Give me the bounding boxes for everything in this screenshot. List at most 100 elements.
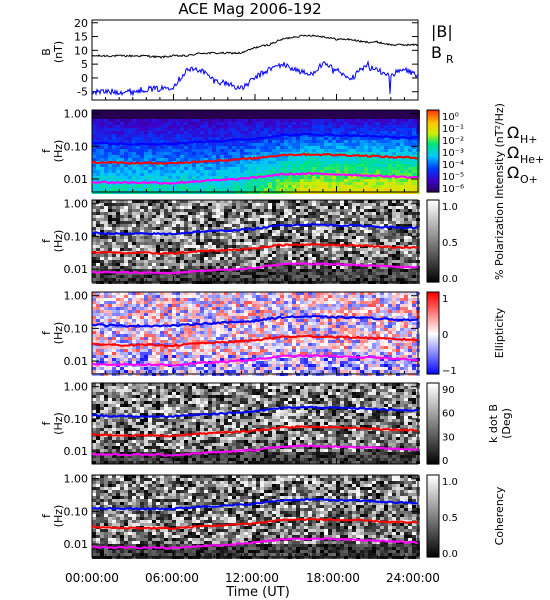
spectrogram-cell — [264, 257, 268, 260]
spectrogram-cell — [240, 170, 244, 173]
spectrogram-cell — [404, 146, 408, 149]
spectrogram-cell — [292, 278, 296, 281]
spectrogram-cell — [160, 137, 164, 140]
spectrogram-cell — [356, 221, 360, 224]
spectrogram-cell — [132, 134, 136, 137]
spectrogram-cell — [328, 272, 332, 275]
spectrogram-cell — [140, 134, 144, 137]
spectrogram-cell — [236, 275, 240, 278]
spectrogram-cell — [276, 254, 280, 257]
spectrogram-cell — [136, 221, 140, 224]
spectrogram-cell — [160, 236, 164, 239]
spectrogram-cell — [348, 251, 352, 254]
spectrogram-cell — [92, 313, 96, 316]
spectrogram-cell — [344, 230, 348, 233]
spectrogram-cell — [128, 122, 132, 125]
spectrogram-cell — [132, 203, 136, 206]
spectrogram-cell — [120, 173, 124, 176]
spectrogram-cell — [408, 173, 412, 176]
spectrogram-cell — [240, 113, 244, 116]
spectrogram-cell — [224, 272, 228, 275]
spectrogram-cell — [316, 233, 320, 236]
spectrogram-cell — [256, 170, 260, 173]
spectrogram-cell — [184, 152, 188, 155]
spectrogram-cell — [124, 173, 128, 176]
spectrogram-cell — [368, 236, 372, 239]
spectrogram-cell — [328, 233, 332, 236]
spectrogram-cell — [112, 146, 116, 149]
spectrogram-cell — [296, 158, 300, 161]
spectrogram-cell — [228, 149, 232, 152]
spectrogram-cell — [336, 167, 340, 170]
spectrogram-cell — [116, 370, 120, 373]
spectrogram-cell — [228, 182, 232, 185]
spectrogram-cell — [92, 128, 96, 131]
spectrogram-cell — [252, 209, 256, 212]
spectrogram-cell — [360, 158, 364, 161]
spectrogram-cell — [372, 161, 376, 164]
spectrogram-cell — [308, 179, 312, 182]
spectrogram-cell — [104, 170, 108, 173]
spectrogram-cell — [384, 266, 388, 269]
spectrogram-cell — [296, 227, 300, 230]
spectrogram-cell — [164, 266, 168, 269]
spectrogram-cell — [336, 185, 340, 188]
spectrogram-cell — [228, 239, 232, 242]
spectrogram-cell — [136, 278, 140, 281]
spectrogram-cell — [212, 185, 216, 188]
spectrogram-cell — [412, 116, 416, 119]
spectrogram-cell — [264, 254, 268, 257]
spectrogram-cell — [368, 272, 372, 275]
spectrogram-cell — [128, 218, 132, 221]
spectrogram-cell — [136, 227, 140, 230]
spectrogram-cell — [224, 167, 228, 170]
spectrogram-cell — [272, 128, 276, 131]
spectrogram-cell — [316, 125, 320, 128]
spectrogram-cell — [232, 182, 236, 185]
spectrogram-cell — [336, 245, 340, 248]
spectrogram-cell — [224, 218, 228, 221]
spectrogram-cell — [244, 173, 248, 176]
spectrogram-cell — [328, 245, 332, 248]
spectrogram-cell — [100, 334, 104, 337]
spectrogram-cell — [212, 260, 216, 263]
spectrogram-cell — [204, 209, 208, 212]
spectrogram-cell — [220, 212, 224, 215]
spectrogram-cell — [404, 149, 408, 152]
colorbar-cell — [427, 165, 439, 168]
spectrogram-cell — [340, 128, 344, 131]
spectrogram-cell — [244, 206, 248, 209]
spectrogram-cell — [228, 278, 232, 281]
spectrogram-cell — [180, 119, 184, 122]
spectrogram-cell — [96, 316, 100, 319]
spectrogram-cell — [340, 140, 344, 143]
spectrogram-cell — [188, 116, 192, 119]
spectrogram-cell — [316, 149, 320, 152]
spectrogram-cell — [288, 278, 292, 281]
spectrogram-cell — [244, 236, 248, 239]
spectrogram-cell — [188, 272, 192, 275]
spectrogram-cell — [180, 263, 184, 266]
spectrogram-cell — [144, 239, 148, 242]
spectrogram-cell — [136, 200, 140, 203]
spectrogram-cell — [312, 206, 316, 209]
spectrogram-cell — [100, 185, 104, 188]
spectrogram-cell — [264, 182, 268, 185]
spectrogram-cell — [240, 278, 244, 281]
spectrogram-cell — [368, 116, 372, 119]
spectrogram-cell — [92, 224, 96, 227]
spectrogram-cell — [372, 203, 376, 206]
spectrogram-cell — [380, 185, 384, 188]
spectrogram-cell — [160, 170, 164, 173]
spectrogram-cell — [284, 176, 288, 179]
spectrogram-cell — [108, 164, 112, 167]
spectrogram-cell — [348, 152, 352, 155]
spectrogram-cell — [92, 248, 96, 251]
spectrogram-cell — [96, 334, 100, 337]
spectrogram-cell — [300, 218, 304, 221]
spectrogram-cell — [164, 209, 168, 212]
spectrogram-cell — [192, 200, 196, 203]
spectrogram-cell — [248, 122, 252, 125]
spectrogram-cell — [288, 212, 292, 215]
spectrogram-cell — [360, 176, 364, 179]
